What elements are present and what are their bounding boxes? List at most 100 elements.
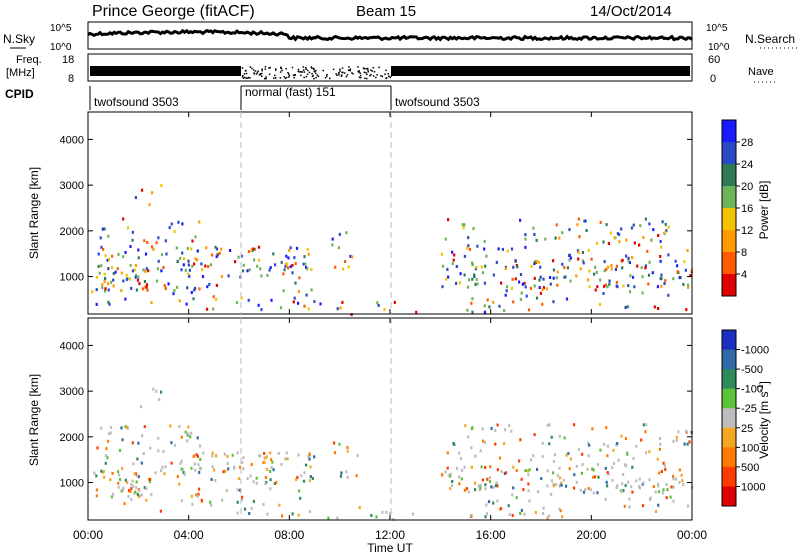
data-cell	[342, 267, 345, 271]
data-cell	[471, 263, 474, 267]
data-cell	[483, 310, 486, 314]
freq-sample	[284, 77, 287, 80]
data-cell	[277, 451, 280, 455]
data-cell	[331, 243, 334, 247]
data-cell	[660, 284, 663, 288]
data-cell	[260, 274, 263, 278]
data-cell	[136, 278, 140, 282]
data-cell	[201, 268, 204, 272]
freq-band-1	[90, 66, 241, 76]
data-cell	[333, 441, 336, 445]
data-cell	[209, 500, 212, 504]
data-cell	[672, 277, 675, 281]
data-cell	[345, 231, 348, 235]
data-cell	[100, 426, 103, 430]
freq-sample	[314, 70, 316, 73]
data-cell	[238, 488, 242, 492]
data-cell	[511, 514, 514, 517]
data-cell	[500, 281, 503, 285]
data-cell	[270, 465, 273, 469]
data-cell	[535, 259, 538, 263]
data-cell	[599, 220, 602, 224]
data-cell	[143, 425, 146, 429]
data-cell	[529, 458, 532, 462]
data-cell	[287, 266, 290, 270]
data-cell	[240, 254, 243, 258]
data-cell	[495, 481, 498, 485]
data-cell	[308, 479, 311, 483]
data-cell	[581, 251, 584, 254]
data-cell	[470, 465, 473, 469]
freq-sample	[352, 73, 354, 75]
freq-sample	[259, 73, 261, 76]
data-cell	[291, 512, 294, 516]
data-cell	[573, 486, 576, 490]
data-cell	[578, 235, 581, 239]
data-cell	[565, 484, 568, 488]
data-cell	[111, 254, 114, 258]
freq-sample	[241, 67, 244, 69]
data-cell	[148, 480, 151, 484]
freq-sample	[381, 75, 384, 78]
data-cell	[120, 289, 123, 293]
data-cell	[616, 232, 619, 236]
colorbar-tick-label: 24	[741, 159, 753, 171]
data-cell	[484, 264, 487, 268]
data-cell	[533, 284, 536, 288]
data-cell	[192, 297, 195, 301]
data-cell	[280, 463, 283, 466]
freq-sample	[358, 70, 360, 72]
data-cell	[686, 249, 689, 252]
data-cell	[470, 446, 473, 450]
freq-sample	[249, 66, 252, 68]
data-cell	[606, 471, 609, 474]
data-cell	[126, 480, 129, 484]
data-cell	[118, 473, 121, 477]
data-cell	[176, 260, 179, 263]
data-cell	[238, 465, 242, 469]
data-cell	[95, 302, 98, 306]
data-cell	[580, 471, 583, 475]
data-cell	[199, 444, 202, 448]
velocity-colorbar-label: Velocity [m s-1]	[756, 381, 771, 459]
data-cell	[483, 304, 486, 308]
data-cell	[163, 284, 166, 288]
data-cell	[340, 471, 343, 475]
data-cell	[194, 257, 197, 261]
data-cell	[97, 264, 100, 268]
data-cell	[101, 470, 104, 474]
data-cell	[648, 478, 651, 482]
data-cell	[127, 226, 130, 230]
data-cell	[117, 481, 120, 485]
data-cell	[638, 477, 641, 481]
data-cell	[284, 457, 287, 461]
data-cell	[616, 442, 619, 445]
freq-sample	[345, 75, 348, 78]
freq-sample	[298, 71, 300, 73]
data-cell	[641, 291, 644, 295]
data-cell	[255, 481, 258, 485]
data-cell	[481, 271, 485, 275]
data-cell	[562, 478, 565, 482]
freq-sample	[259, 73, 262, 75]
data-cell	[648, 450, 651, 454]
freq-sample	[369, 74, 371, 77]
data-cell	[489, 465, 492, 469]
data-cell	[583, 219, 586, 223]
data-cell	[483, 247, 486, 251]
data-cell	[149, 477, 152, 481]
data-cell	[631, 490, 634, 494]
y-tick-label: 2000	[60, 226, 84, 238]
freq-sample	[373, 71, 376, 73]
data-cell	[164, 287, 167, 291]
data-cell	[270, 298, 273, 302]
data-cell	[521, 282, 524, 286]
data-cell	[120, 489, 123, 493]
data-cell	[479, 483, 482, 487]
data-cell	[103, 280, 106, 284]
data-cell	[468, 247, 472, 251]
data-cell	[383, 308, 386, 311]
colorbar-swatch	[722, 330, 736, 351]
freq-sample	[372, 66, 374, 69]
freq-sample	[242, 77, 245, 79]
